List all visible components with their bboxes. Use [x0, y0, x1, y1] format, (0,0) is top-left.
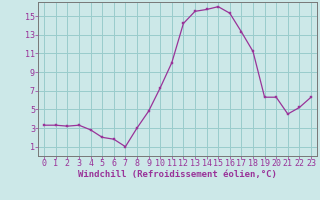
X-axis label: Windchill (Refroidissement éolien,°C): Windchill (Refroidissement éolien,°C)	[78, 170, 277, 179]
